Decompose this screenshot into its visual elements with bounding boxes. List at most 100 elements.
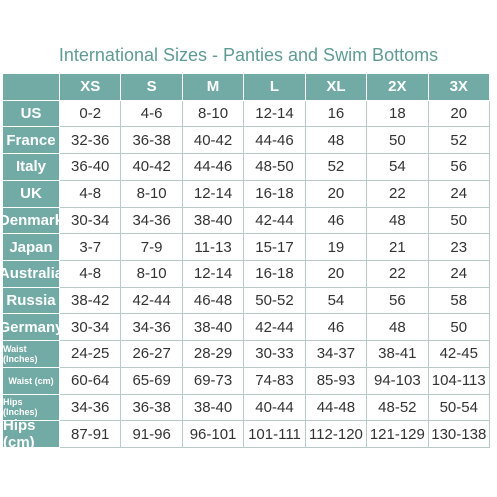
column-header: XL <box>305 74 368 101</box>
size-cell: 8-10 <box>121 180 183 208</box>
size-cell: 104-113 <box>428 367 490 395</box>
column-header: S <box>121 74 183 101</box>
size-cell: 38-40 <box>182 207 245 235</box>
row-header: Denmark <box>0 207 63 235</box>
size-cell: 7-9 <box>121 234 183 261</box>
size-cell: 11-13 <box>182 234 245 261</box>
size-cell: 8-10 <box>182 100 245 128</box>
size-cell: 32-36 <box>60 127 122 155</box>
size-cell: 87-91 <box>60 421 122 448</box>
size-cell: 101-111 <box>244 421 306 448</box>
size-table: XS S M L XL 2X 3X US 0-2 4-6 8-10 12-14 16 18 20 France… <box>0 74 490 451</box>
size-cell: 12-14 <box>182 180 245 208</box>
size-cell: 46 <box>305 207 368 235</box>
size-cell: 4-8 <box>60 180 122 208</box>
size-cell: 20 <box>305 180 368 208</box>
column-header: XS <box>60 74 122 101</box>
size-cell: 22 <box>367 180 429 208</box>
size-cell: 74-83 <box>244 367 306 395</box>
size-cell: 38-40 <box>182 394 245 422</box>
size-cell: 112-120 <box>305 421 368 448</box>
column-header: 3X <box>428 74 490 101</box>
size-cell: 16 <box>305 100 368 128</box>
size-cell: 56 <box>428 154 490 181</box>
size-cell: 50-54 <box>428 394 490 422</box>
size-cell: 0-2 <box>60 100 122 128</box>
row-header: Japan <box>3 234 60 261</box>
size-cell: 46-48 <box>182 287 245 315</box>
size-cell: 38-42 <box>60 287 122 315</box>
size-cell: 8-10 <box>121 261 183 288</box>
size-cell: 34-37 <box>305 341 368 368</box>
size-cell: 24 <box>428 180 490 208</box>
size-cell: 12-14 <box>182 261 245 288</box>
row-header: Waist (cm) <box>3 367 60 395</box>
title: International Sizes - Panties and Swim B… <box>58 45 439 65</box>
size-cell: 30-34 <box>60 207 122 235</box>
size-cell: 34-36 <box>121 207 183 235</box>
size-cell: 38-41 <box>367 341 429 368</box>
size-cell: 69-73 <box>182 367 245 395</box>
column-header: 2X <box>367 74 429 101</box>
size-cell: 3-7 <box>60 234 122 261</box>
size-cell: 50 <box>428 207 490 235</box>
size-cell: 23 <box>428 234 490 261</box>
row-header: France <box>3 127 60 155</box>
size-cell: 50 <box>367 127 429 155</box>
size-cell: 42-44 <box>244 314 306 342</box>
size-cell: 50 <box>428 314 490 342</box>
size-cell: 42-44 <box>121 287 183 315</box>
column-header: L <box>244 74 306 101</box>
size-cell: 30-34 <box>60 314 122 342</box>
size-cell: 48-52 <box>367 394 429 422</box>
size-cell: 48-50 <box>244 154 306 181</box>
size-cell: 91-96 <box>121 421 183 448</box>
size-cell: 28-29 <box>182 341 245 368</box>
size-cell: 21 <box>367 234 429 261</box>
size-cell: 34-36 <box>60 394 122 422</box>
size-cell: 40-42 <box>121 154 183 181</box>
size-cell: 22 <box>367 261 429 288</box>
size-cell: 40-42 <box>182 127 245 155</box>
size-cell: 65-69 <box>121 367 183 395</box>
size-cell: 121-129 <box>367 421 429 448</box>
size-cell: 58 <box>428 287 490 315</box>
size-cell: 48 <box>305 127 368 155</box>
size-cell: 54 <box>367 154 429 181</box>
row-header: Waist (Inches) <box>3 341 60 368</box>
size-cell: 42-45 <box>428 341 490 368</box>
size-cell: 44-46 <box>182 154 245 181</box>
size-cell: 12-14 <box>244 100 306 128</box>
row-header: Italy <box>3 154 60 181</box>
size-cell: 4-8 <box>60 261 122 288</box>
size-cell: 48 <box>367 207 429 235</box>
size-cell: 54 <box>305 287 368 315</box>
size-cell: 36-38 <box>121 394 183 422</box>
size-cell: 20 <box>428 100 490 128</box>
corner-cell <box>3 74 60 101</box>
size-cell: 16-18 <box>244 261 306 288</box>
size-cell: 40-44 <box>244 394 306 422</box>
size-cell: 34-36 <box>121 314 183 342</box>
size-cell: 96-101 <box>182 421 245 448</box>
size-cell: 85-93 <box>305 367 368 395</box>
size-cell: 44-46 <box>244 127 306 155</box>
size-cell: 24 <box>428 261 490 288</box>
size-cell: 46 <box>305 314 368 342</box>
size-cell: 56 <box>367 287 429 315</box>
row-header: UK <box>3 180 60 208</box>
size-cell: 50-52 <box>244 287 306 315</box>
size-cell: 19 <box>305 234 368 261</box>
size-cell: 130-138 <box>428 421 490 448</box>
size-cell: 36-40 <box>60 154 122 181</box>
row-header: Germany <box>0 314 64 342</box>
size-cell: 26-27 <box>121 341 183 368</box>
size-cell: 60-64 <box>60 367 122 395</box>
row-header: Russia <box>3 287 60 315</box>
size-cell: 4-6 <box>121 100 183 128</box>
size-cell: 42-44 <box>244 207 306 235</box>
size-cell: 44-48 <box>305 394 368 422</box>
size-cell: 52 <box>305 154 368 181</box>
size-cell: 36-38 <box>121 127 183 155</box>
